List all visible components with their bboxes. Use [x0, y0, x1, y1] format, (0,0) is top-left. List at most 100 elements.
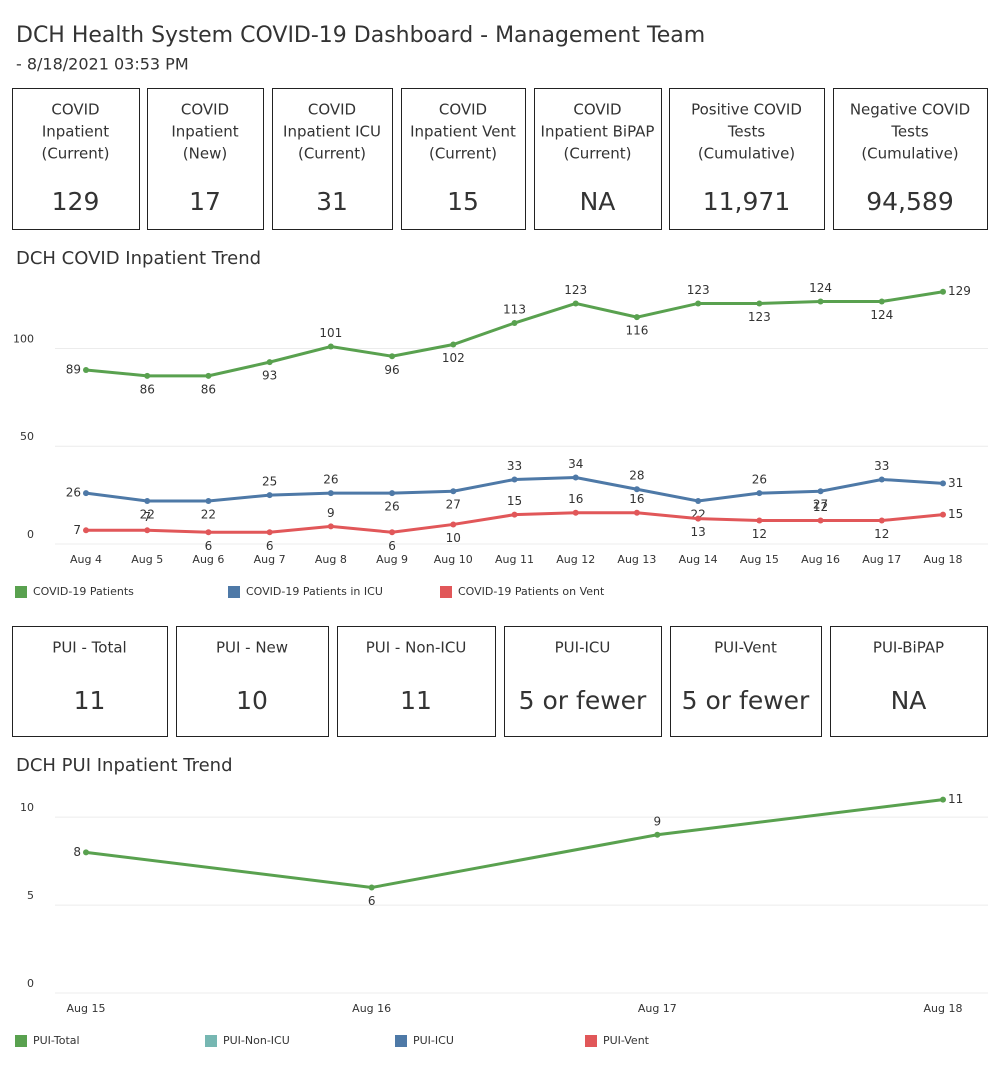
kpi-label: (New) — [183, 145, 227, 163]
data-label: 116 — [625, 324, 648, 338]
data-point — [327, 343, 334, 350]
data-point — [756, 517, 763, 524]
data-point — [511, 511, 518, 518]
data-point — [450, 488, 457, 495]
data-label: 86 — [201, 382, 216, 396]
data-label: 13 — [691, 525, 706, 539]
data-point — [878, 298, 885, 305]
x-tick-label: Aug 16 — [801, 553, 840, 566]
kpi-label: Tests — [727, 123, 766, 141]
x-tick-label: Aug 17 — [862, 553, 901, 566]
data-label: 33 — [507, 459, 522, 473]
kpi-value: 17 — [189, 187, 221, 216]
data-label: 123 — [564, 283, 587, 297]
kpi-label: Negative COVID — [850, 101, 970, 119]
kpi-card — [534, 88, 662, 230]
data-label: 26 — [752, 473, 767, 487]
data-label: 31 — [948, 476, 963, 490]
legend-label: PUI-ICU — [413, 1034, 454, 1047]
legend-swatch — [15, 586, 27, 598]
data-label: 6 — [368, 894, 376, 908]
x-tick-label: Aug 8 — [315, 553, 347, 566]
data-point — [572, 300, 579, 307]
data-point — [266, 529, 273, 536]
legend-swatch — [228, 586, 240, 598]
data-label: 34 — [568, 457, 583, 471]
kpi-label: (Current) — [429, 145, 497, 163]
data-point — [695, 515, 702, 522]
data-label: 10 — [446, 531, 461, 545]
data-label: 86 — [140, 382, 155, 396]
data-point — [511, 320, 518, 327]
data-point — [572, 509, 579, 516]
data-point — [327, 523, 334, 530]
kpi-value: 11,971 — [703, 187, 790, 216]
legend-label: PUI-Non-ICU — [223, 1034, 290, 1047]
kpi-label: COVID — [181, 101, 229, 119]
data-label: 96 — [384, 363, 399, 377]
data-label: 124 — [870, 308, 893, 322]
data-label: 12 — [752, 527, 767, 541]
kpi-card — [401, 88, 526, 230]
kpi-value: 5 or fewer — [519, 686, 647, 715]
kpi-label: PUI-Vent — [714, 639, 777, 657]
kpi-value: 11 — [400, 686, 432, 715]
legend-label: COVID-19 Patients in ICU — [246, 585, 383, 598]
y-tick-label: 100 — [13, 332, 34, 345]
kpi-value: NA — [891, 686, 927, 715]
kpi-card — [12, 626, 168, 737]
data-label: 16 — [629, 492, 644, 506]
legend-label: PUI-Vent — [603, 1034, 650, 1047]
x-tick-label: Aug 12 — [556, 553, 595, 566]
legend-swatch — [585, 1035, 597, 1047]
data-label: 27 — [813, 498, 828, 512]
data-point — [450, 521, 457, 528]
data-label: 113 — [503, 303, 526, 317]
kpi-label: PUI-BiPAP — [873, 639, 944, 657]
data-point — [940, 288, 946, 295]
kpi-label: Inpatient ICU — [283, 123, 381, 141]
data-point — [389, 529, 396, 536]
data-point — [205, 497, 212, 504]
x-tick-label: Aug 15 — [67, 1002, 106, 1015]
legend-label: PUI-Total — [33, 1034, 80, 1047]
x-tick-label: Aug 17 — [638, 1002, 677, 1015]
x-tick-label: Aug 7 — [254, 553, 286, 566]
data-label: 25 — [262, 475, 277, 489]
data-point — [633, 314, 640, 321]
kpi-label: Tests — [890, 123, 929, 141]
data-point — [368, 884, 375, 891]
data-label: 27 — [446, 498, 461, 512]
x-tick-label: Aug 6 — [192, 553, 224, 566]
kpi-value: 11 — [74, 686, 106, 715]
chart-title: DCH COVID Inpatient Trend — [16, 248, 261, 269]
x-tick-label: Aug 18 — [924, 553, 963, 566]
kpi-label: COVID — [308, 101, 356, 119]
data-label: 8 — [73, 845, 81, 859]
data-label: 123 — [687, 283, 710, 297]
data-label: 26 — [384, 500, 399, 514]
kpi-value: 31 — [316, 187, 348, 216]
kpi-card — [147, 88, 264, 230]
data-label: 15 — [948, 507, 963, 521]
data-point — [144, 527, 151, 534]
legend-swatch — [440, 586, 452, 598]
data-label: 6 — [266, 539, 274, 553]
series-line — [85, 798, 944, 890]
x-tick-label: Aug 16 — [352, 1002, 391, 1015]
legend-label: COVID-19 Patients on Vent — [458, 585, 605, 598]
title: DCH Health System COVID-19 Dashboard - M… — [16, 23, 705, 48]
data-point — [83, 490, 89, 497]
data-label: 9 — [654, 814, 662, 828]
data-point — [654, 831, 661, 838]
kpi-label: (Current) — [298, 145, 366, 163]
data-label: 123 — [748, 310, 771, 324]
data-label: 6 — [388, 539, 396, 553]
x-tick-label: Aug 11 — [495, 553, 534, 566]
kpi-card — [830, 626, 988, 737]
kpi-value: 94,589 — [866, 187, 953, 216]
kpi-value: 5 or fewer — [682, 686, 810, 715]
data-point — [940, 796, 946, 803]
x-tick-label: Aug 10 — [434, 553, 473, 566]
kpi-label: (Cumulative) — [698, 145, 795, 163]
